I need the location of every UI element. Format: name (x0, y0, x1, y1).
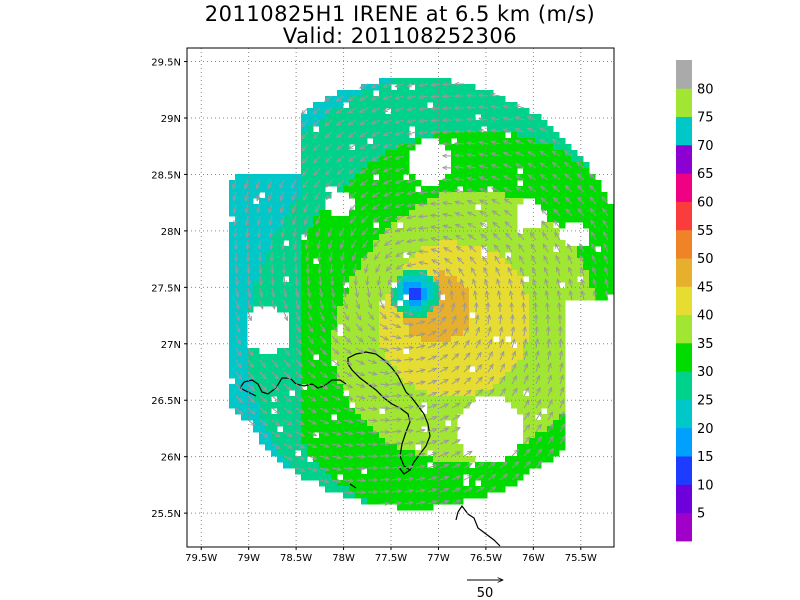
colorbar-label: 50 (697, 252, 714, 267)
colorbar-label: 30 (697, 365, 714, 380)
lat-tick-label: 26N (161, 453, 181, 464)
lat-tick-label: 27N (161, 340, 181, 351)
colorbar-label: 65 (697, 167, 714, 182)
map-title-line1: 20110825H1 IRENE at 6.5 km (m/s) (204, 2, 596, 26)
colorbar-label: 75 (697, 111, 714, 126)
colorbar-swatch (676, 427, 692, 457)
coastline (239, 351, 501, 547)
colorbar-swatch (676, 512, 692, 542)
colorbar-swatch (676, 342, 692, 372)
axis-ticks: 29.5N 29N 28.5N 28N 27.5N 27N 26.5N 26N 25.5N 79.… (151, 58, 597, 564)
colorbar-swatch (676, 116, 692, 146)
plot-area (187, 48, 614, 547)
lat-tick-label: 25.5N (151, 509, 181, 520)
colorbar-swatch (676, 201, 692, 231)
colorbar-label: 25 (697, 394, 714, 409)
colorbar-swatch (676, 258, 692, 287)
colorbar-label: 70 (697, 139, 714, 154)
colorbar-swatch (676, 456, 692, 485)
lon-tick-label: 77W (427, 553, 450, 564)
colorbar-swatch (676, 371, 692, 400)
reference-vector: 50 (467, 580, 503, 600)
colorbar-swatch (676, 314, 692, 344)
lon-tick-label: 76.5W (470, 553, 502, 564)
lat-tick-label: 28N (161, 227, 181, 238)
reference-vector-label: 50 (477, 586, 494, 600)
colorbar-swatch (676, 88, 692, 117)
colorbar-label: 10 (697, 478, 714, 493)
colorbar-label: 15 (697, 450, 714, 465)
lat-tick-label: 28.5N (151, 170, 181, 181)
lon-tick-label: 76W (522, 553, 545, 564)
colorbar-swatch (676, 60, 692, 89)
lon-tick-label: 79.5W (185, 553, 217, 564)
colorbar-swatch (676, 399, 692, 429)
colorbar-label: 35 (697, 337, 714, 352)
lat-tick-label: 29N (161, 114, 181, 125)
colorbar: 5 10 15 20 25 30 35 40 45 50 55 60 65 70 75 80 (676, 60, 714, 542)
colorbar-swatch (676, 229, 692, 259)
wind-vectors (233, 84, 608, 504)
colorbar-label: 55 (697, 224, 714, 239)
colorbar-label: 5 (697, 507, 705, 522)
lon-tick-label: 75.5W (565, 553, 597, 564)
colorbar-label: 80 (697, 82, 714, 97)
lat-tick-label: 27.5N (151, 283, 181, 294)
lon-tick-label: 79W (237, 553, 260, 564)
lon-tick-label: 78.5W (280, 553, 312, 564)
colorbar-label: 20 (697, 422, 714, 437)
colorbar-label: 60 (697, 196, 714, 211)
colorbar-swatch (676, 173, 692, 202)
colorbar-swatch (676, 484, 692, 514)
colorbar-swatch (676, 286, 692, 316)
lon-tick-label: 78W (332, 553, 355, 564)
colorbar-label: 45 (697, 280, 714, 295)
colorbar-swatch (676, 144, 692, 174)
lat-tick-label: 26.5N (151, 396, 181, 407)
map-title-line2: Valid: 201108252306 (282, 24, 518, 48)
lon-tick-label: 77.5W (375, 553, 407, 564)
lat-tick-label: 29.5N (151, 58, 181, 69)
plot-frame (186, 47, 615, 548)
colorbar-label: 40 (697, 309, 714, 324)
